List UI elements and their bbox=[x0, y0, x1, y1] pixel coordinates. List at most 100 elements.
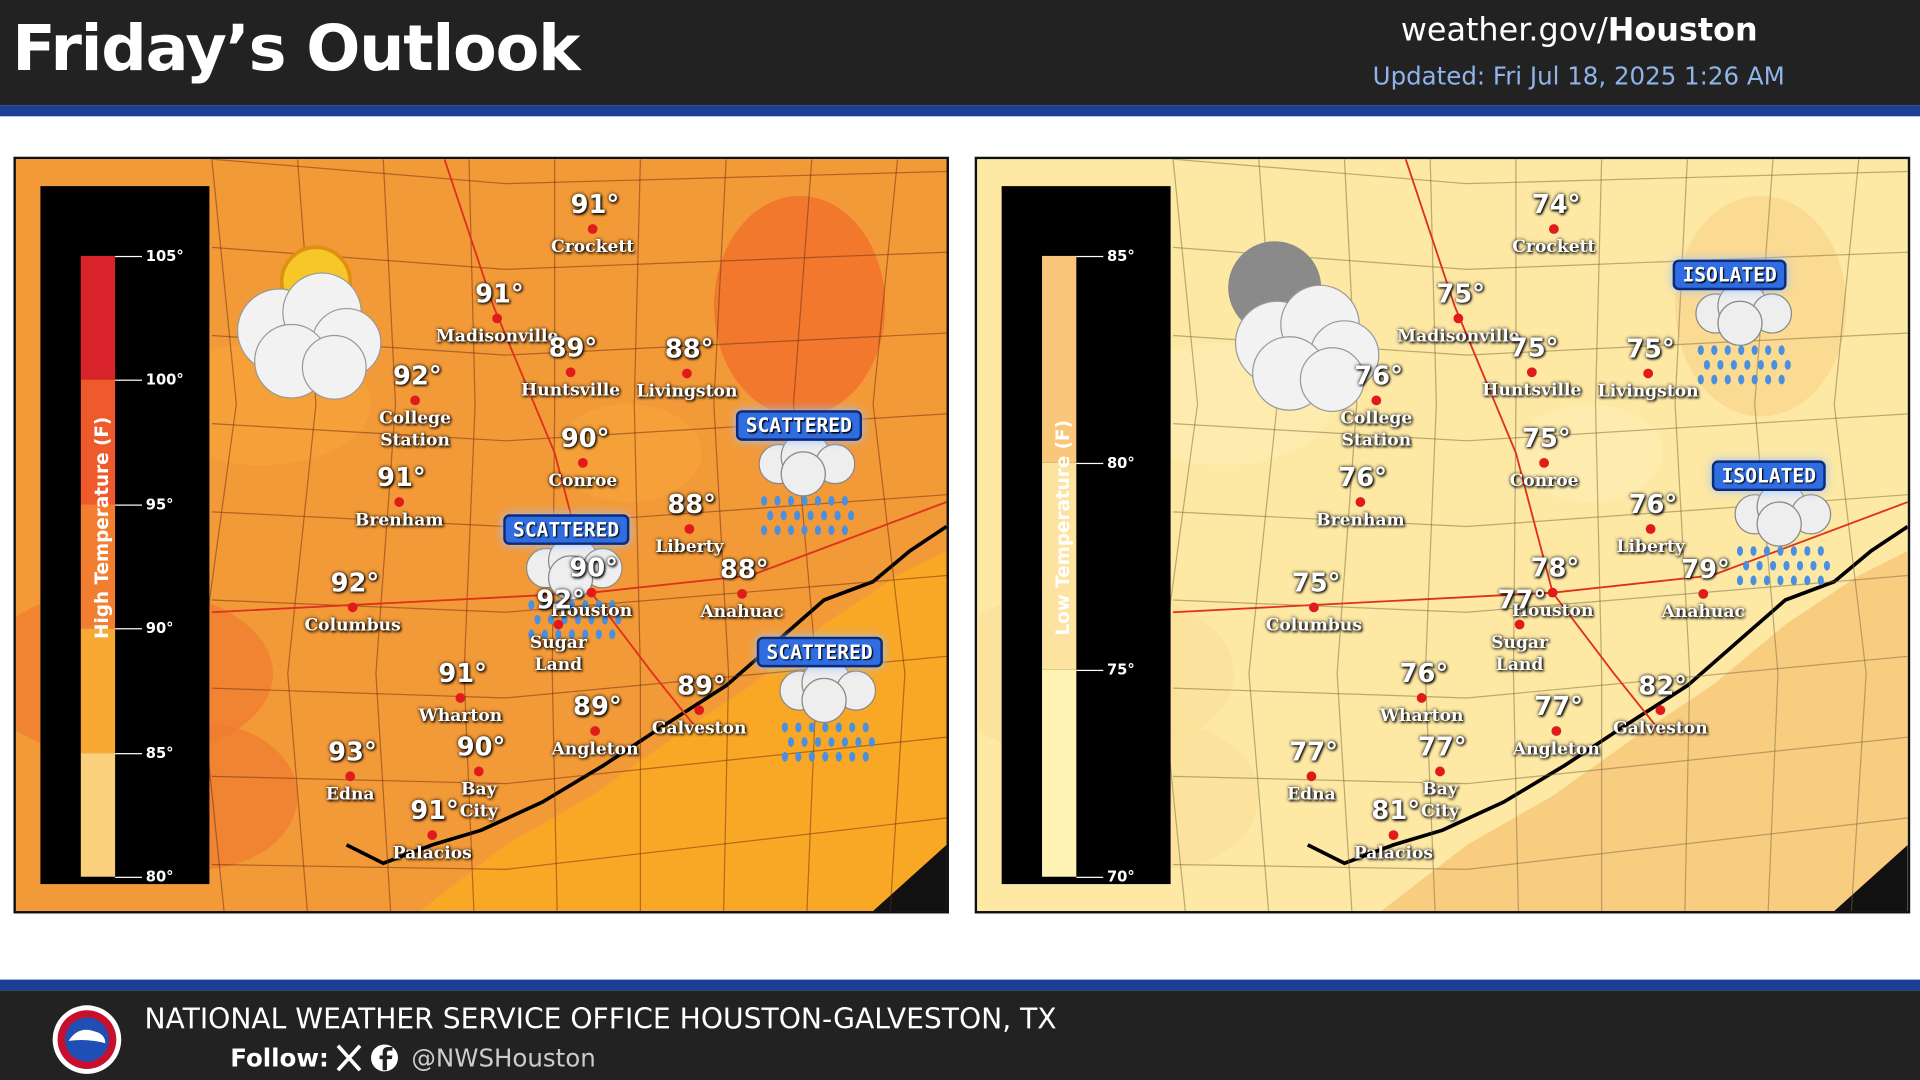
city-dot bbox=[1548, 224, 1559, 234]
site-prefix: weather.gov/ bbox=[1400, 12, 1608, 49]
city-name: Edna bbox=[325, 784, 375, 805]
legend-title: High Temperature (F) bbox=[90, 416, 113, 639]
legend-tick: 85° bbox=[1106, 247, 1135, 265]
city-name: Bay City bbox=[1420, 780, 1460, 822]
legend-swatch bbox=[1042, 669, 1077, 877]
city-temp: 76° bbox=[1399, 658, 1449, 689]
city-dot bbox=[1645, 524, 1656, 534]
legend-swatch bbox=[80, 380, 116, 505]
city-dot bbox=[1643, 368, 1654, 379]
legend-tick-mark bbox=[115, 504, 143, 506]
legend-swatch bbox=[1042, 255, 1077, 463]
city-name: Brenham bbox=[1316, 510, 1405, 531]
city-temp: 90° bbox=[456, 732, 506, 762]
city-temp: 92° bbox=[393, 361, 442, 391]
city-dot bbox=[1453, 313, 1464, 324]
legend-tick: 70° bbox=[1106, 868, 1135, 886]
legend-tick: 85° bbox=[145, 744, 174, 762]
city-temp: 74° bbox=[1531, 189, 1581, 220]
follow-label: Follow: bbox=[230, 1043, 329, 1073]
legend-tick-mark bbox=[115, 379, 143, 381]
city-temp: 76° bbox=[1338, 462, 1388, 493]
city-dot bbox=[1306, 771, 1317, 782]
city-name: Galveston bbox=[651, 718, 747, 739]
city-temp: 88° bbox=[667, 489, 717, 520]
city-dot bbox=[737, 588, 747, 599]
city-name: Houston bbox=[1511, 601, 1594, 621]
city-temp: 75° bbox=[1291, 568, 1341, 598]
legend-swatch bbox=[80, 628, 116, 753]
city-dot bbox=[1655, 705, 1666, 716]
city-temp: 77° bbox=[1534, 691, 1583, 722]
city-name: Madisonville bbox=[435, 326, 559, 347]
city-temp: 89° bbox=[573, 691, 622, 722]
city-temp: 77° bbox=[1497, 585, 1547, 615]
city-temp: 91° bbox=[377, 462, 426, 493]
city-name: Palacios bbox=[392, 843, 472, 864]
city-name: College Station bbox=[379, 408, 452, 451]
city-dot bbox=[1547, 587, 1558, 598]
social-handle: @NWSHouston bbox=[411, 1043, 596, 1073]
city-name: Brenham bbox=[354, 510, 444, 531]
city-temp: 78° bbox=[1530, 553, 1580, 583]
city-temp: 92° bbox=[330, 568, 380, 598]
legend-tick: 80° bbox=[1106, 454, 1135, 472]
footer-stripe bbox=[0, 979, 1920, 991]
site: weather.gov/Houston bbox=[1401, 12, 1758, 49]
precip-badge: ISOLATED bbox=[1672, 259, 1787, 291]
city-name: College Station bbox=[1340, 408, 1413, 451]
legend-tick-mark bbox=[1076, 462, 1104, 465]
header-bar bbox=[0, 0, 1920, 106]
city-dot bbox=[1514, 619, 1525, 630]
city-name: Houston bbox=[550, 601, 633, 621]
city-name: Livingston bbox=[636, 382, 738, 402]
city-dot bbox=[1416, 693, 1427, 703]
city-temp: 77° bbox=[1417, 732, 1467, 762]
city-name: Liberty bbox=[655, 537, 724, 558]
city-name: Conroe bbox=[548, 471, 618, 492]
city-dot bbox=[1435, 766, 1445, 777]
city-dot bbox=[1388, 830, 1399, 841]
city-dot bbox=[587, 224, 598, 234]
city-name: Angleton bbox=[1512, 739, 1600, 760]
city-name: Edna bbox=[1287, 784, 1336, 805]
legend-tick-mark bbox=[1076, 255, 1104, 258]
city-dot bbox=[565, 367, 576, 378]
precip-badge: ISOLATED bbox=[1711, 460, 1826, 492]
header-stripe bbox=[0, 105, 1920, 117]
legend-bar bbox=[80, 255, 116, 877]
city-name: Livingston bbox=[1597, 382, 1699, 402]
city-name: Conroe bbox=[1509, 471, 1579, 492]
city-name: Wharton bbox=[418, 706, 503, 727]
city-temp: 91° bbox=[570, 189, 620, 220]
legend-tick-mark bbox=[115, 876, 143, 878]
city-dot bbox=[1308, 602, 1319, 613]
site-office: Houston bbox=[1607, 12, 1758, 49]
city-dot bbox=[473, 766, 484, 777]
city-name: Columbus bbox=[1265, 615, 1363, 636]
city-dot bbox=[347, 602, 358, 613]
city-name: Madisonville bbox=[1397, 326, 1520, 347]
city-temp: 76° bbox=[1354, 361, 1403, 391]
city-temp: 93° bbox=[328, 737, 377, 767]
city-temp: 75° bbox=[1436, 279, 1485, 309]
title: Friday’s Outlook bbox=[12, 12, 580, 86]
city-name: Liberty bbox=[1616, 537, 1685, 558]
city-dot bbox=[1698, 588, 1709, 599]
city-temp: 89° bbox=[548, 333, 598, 363]
city-temp: 90° bbox=[569, 553, 619, 583]
office-name: NATIONAL WEATHER SERVICE OFFICE HOUSTON-… bbox=[144, 1004, 1057, 1036]
legend-swatch bbox=[80, 255, 116, 381]
city-dot bbox=[345, 771, 356, 782]
city-dot bbox=[577, 457, 588, 468]
city-name: Columbus bbox=[304, 615, 401, 636]
city-dot bbox=[1526, 367, 1537, 378]
city-temp: 88° bbox=[720, 554, 769, 585]
legend-bar bbox=[1042, 255, 1077, 877]
city-name: Anahuac bbox=[1661, 602, 1745, 623]
city-temp: 75° bbox=[1626, 334, 1675, 364]
city-name: Wharton bbox=[1379, 706, 1464, 727]
city-temp: 77° bbox=[1289, 737, 1339, 767]
city-dot bbox=[682, 368, 692, 379]
